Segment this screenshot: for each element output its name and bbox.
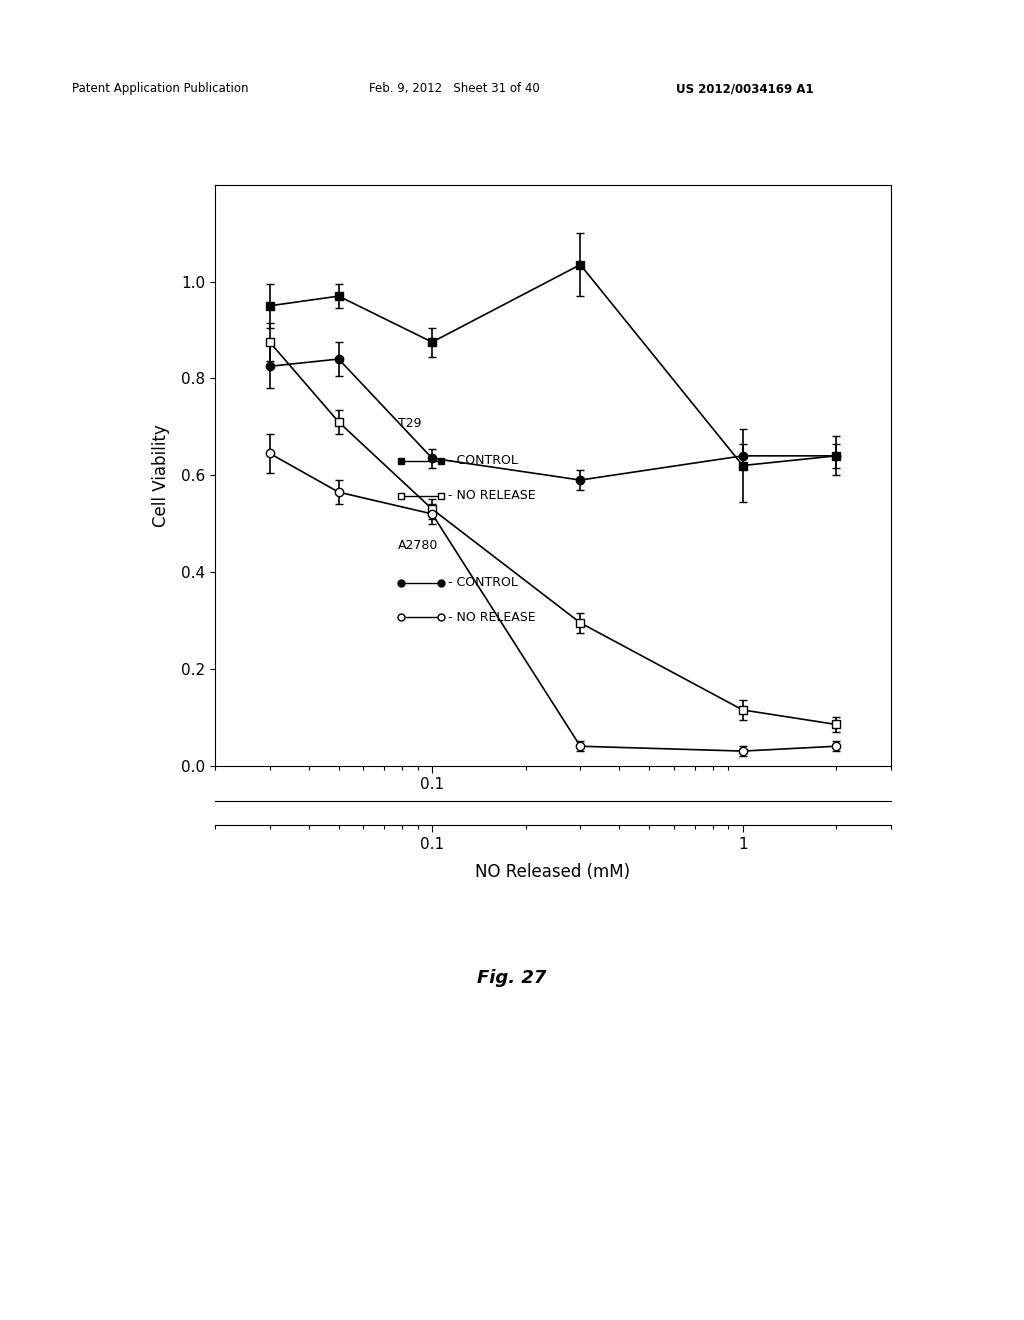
Text: - NO RELEASE: - NO RELEASE xyxy=(449,488,536,502)
X-axis label: NO Released (mM): NO Released (mM) xyxy=(475,863,631,880)
Text: Patent Application Publication: Patent Application Publication xyxy=(72,82,248,95)
Text: - NO RELEASE: - NO RELEASE xyxy=(449,611,536,624)
Text: A2780: A2780 xyxy=(397,539,438,552)
Text: Fig. 27: Fig. 27 xyxy=(477,969,547,987)
X-axis label: Silica/NO (mg/mL): Silica/NO (mg/mL) xyxy=(477,804,629,821)
Text: Feb. 9, 2012   Sheet 31 of 40: Feb. 9, 2012 Sheet 31 of 40 xyxy=(369,82,540,95)
Y-axis label: Cell Viability: Cell Viability xyxy=(152,424,170,527)
Text: - CONTROL: - CONTROL xyxy=(449,454,518,467)
Text: - CONTROL: - CONTROL xyxy=(449,576,518,589)
Text: US 2012/0034169 A1: US 2012/0034169 A1 xyxy=(676,82,813,95)
Text: T29: T29 xyxy=(397,417,421,430)
